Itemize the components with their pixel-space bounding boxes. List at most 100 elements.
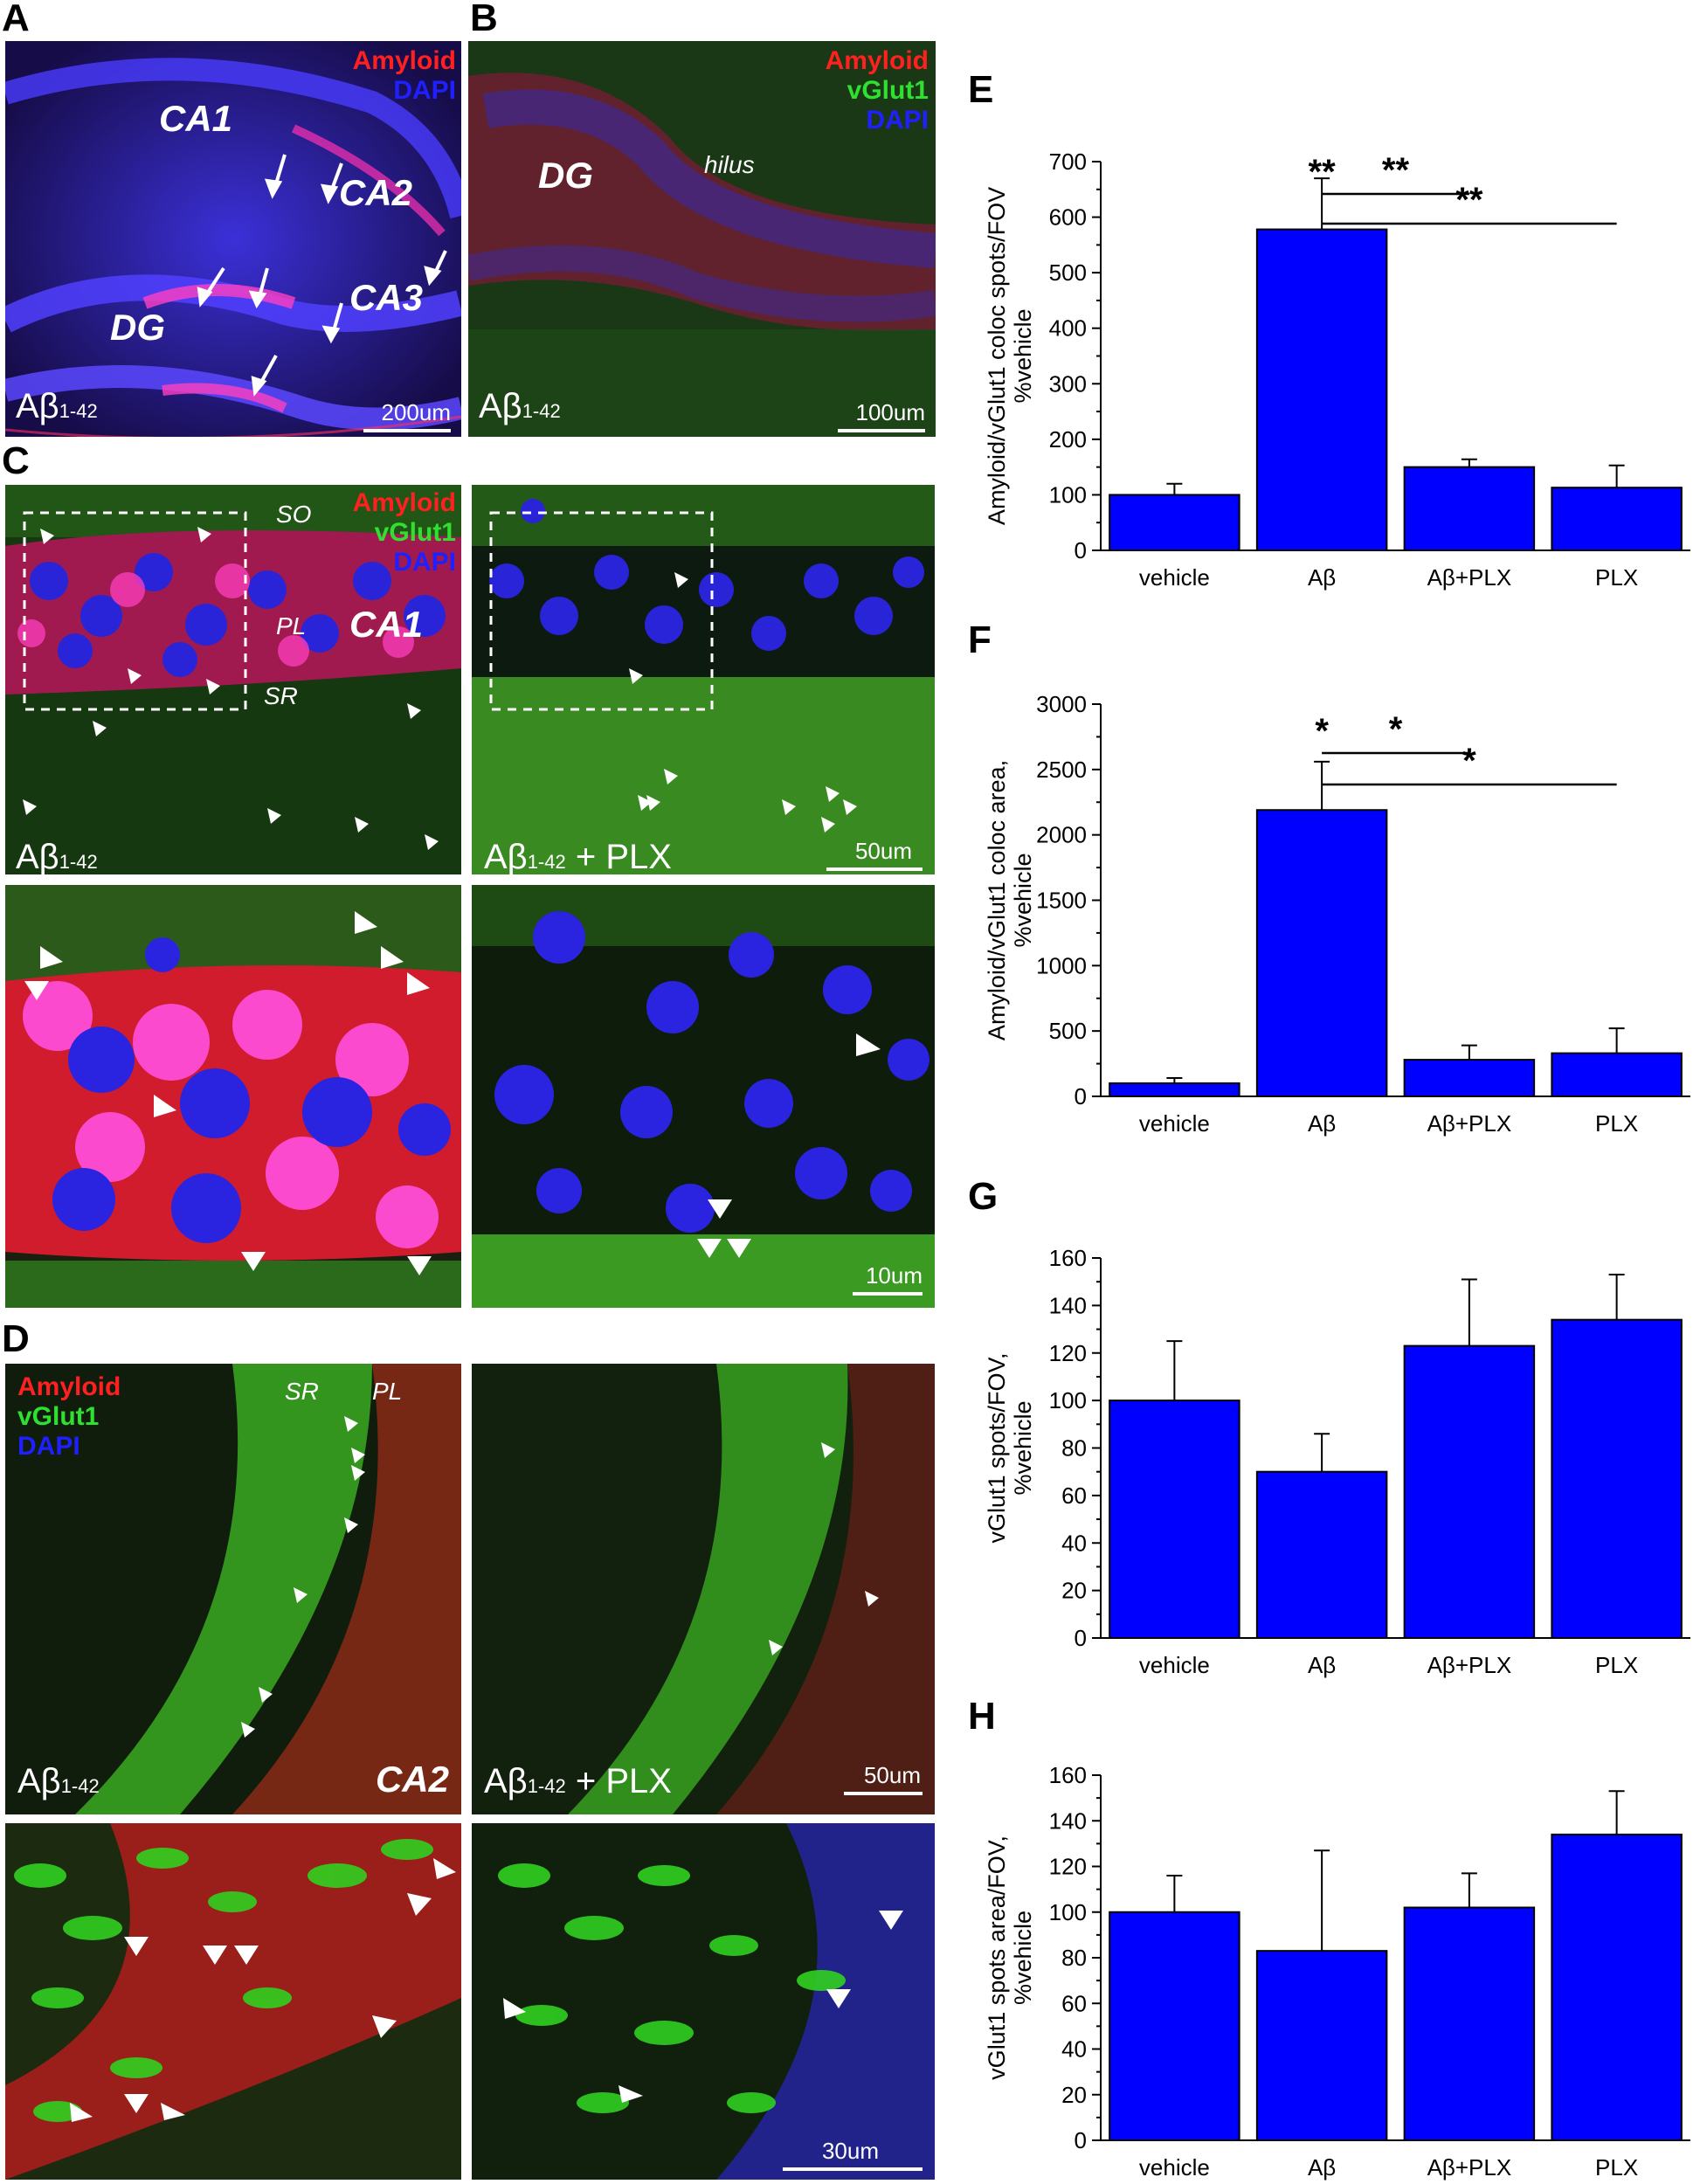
condition-name: Aβ [17, 1762, 61, 1800]
chart-h-svg: vehicle Aβ Aβ+PLX PLX 0 20 40 60 80 100 120 140 160 v… [984, 1762, 1690, 2181]
panel-letter-d: D [2, 1317, 30, 1360]
condition-label: Aβ1-42 + PLX [484, 1762, 672, 1801]
panel-c-top-left-micrograph: SO PL SR CA1 Amyloid vGlut1 DAPI Aβ1-42 [5, 485, 461, 874]
panel-letter-g: G [968, 1175, 999, 1218]
channel-label-dapi: DAPI [866, 106, 929, 135]
chart-f-svg: vehicle Aβ Aβ+PLX PLX 0 500 1000 1500 2000 2500 30… [984, 691, 1690, 1137]
panel-c-zoom-plx-image [472, 885, 935, 1308]
chart-g-svg: vehicle Aβ Aβ+PLX PLX 0 20 40 60 80 100 120 140 160 v… [984, 1245, 1690, 1678]
condition-label: Aβ1-42 [17, 1762, 100, 1801]
channel-label-amyloid: Amyloid [825, 46, 929, 75]
panel-c-bottom-right-micrograph: 10um [472, 885, 935, 1308]
y-tick-label: 700 [1049, 149, 1087, 175]
condition-label: Aβ1-42 [479, 387, 561, 426]
condition-subscript: 1-42 [522, 400, 561, 422]
category-label: PLX [1595, 1110, 1638, 1137]
y-axis-label-unit: %vehicle [1010, 1911, 1036, 2005]
y-tick-label: 400 [1049, 315, 1087, 342]
panel-d-ca2-plx-image [472, 1364, 935, 1814]
y-tick-label: 100 [1049, 1899, 1087, 1925]
y-tick-label: 160 [1049, 1245, 1087, 1271]
scale-bar [844, 1792, 923, 1795]
channel-label-dapi: DAPI [393, 76, 456, 105]
panel-c-ca1-image [5, 485, 461, 874]
channel-label-vglut1: vGlut1 [17, 1402, 100, 1431]
bar [1255, 1950, 1388, 2141]
y-tick-label: 500 [1049, 1018, 1087, 1044]
panel-letter-e: E [968, 68, 994, 111]
y-axis-label: Amyloid/vGlut1 coloc area, [984, 760, 1010, 1040]
scale-label: 50um [854, 838, 912, 864]
condition-subscript: 1-42 [527, 851, 566, 873]
category-label: Aβ+PLX [1427, 1652, 1512, 1678]
y-axis-label: vGlut1 spots/FOV, [984, 1352, 1010, 1543]
panel-a-hippocampus-image [5, 41, 461, 437]
y-tick-label: 0 [1075, 2127, 1087, 2153]
panel-d-zoom-plx-image [472, 1823, 935, 2180]
chart-f: vehicle Aβ Aβ+PLX PLX 0 500 1000 1500 2000 2500 30… [978, 690, 1695, 1153]
channel-label-amyloid: Amyloid [17, 1372, 121, 1401]
scale-bar [363, 429, 451, 432]
scale-bar [826, 867, 923, 871]
y-tick-label: 500 [1049, 259, 1087, 286]
label-sr: SR [264, 682, 298, 709]
y-tick-label: 160 [1049, 1762, 1087, 1788]
y-tick-label: 3000 [1036, 691, 1087, 717]
bar [1403, 1906, 1536, 2141]
y-tick-label: 20 [1061, 2082, 1087, 2108]
label-ca2: CA2 [375, 1759, 449, 1800]
panel-b-dentate-image [468, 41, 936, 437]
category-label: vehicle [1139, 564, 1210, 591]
y-tick-label: 40 [1061, 1530, 1087, 1556]
condition-subscript: 1-42 [59, 400, 98, 422]
channel-label-vglut1: vGlut1 [847, 76, 929, 105]
panel-d-bottom-left-micrograph [5, 1823, 461, 2180]
scale-label: 100um [855, 399, 926, 425]
chart-g: vehicle Aβ Aβ+PLX PLX 0 20 40 60 80 100 120 140 160 v… [978, 1241, 1695, 1686]
panel-c-zoom-image [5, 885, 461, 1308]
y-tick-label: 120 [1049, 1340, 1087, 1366]
label-so: SO [276, 501, 312, 528]
bar [1255, 809, 1388, 1097]
label-sr: SR [285, 1378, 319, 1405]
panel-c-ca1-plx-image [472, 485, 935, 874]
channel-label-amyloid: Amyloid [352, 46, 456, 75]
y-tick-label: 20 [1061, 1578, 1087, 1604]
category-label: vehicle [1139, 2154, 1210, 2181]
y-axis-label-unit: %vehicle [1010, 1400, 1036, 1495]
y-tick-label: 80 [1061, 1435, 1087, 1462]
panel-d-zoom-image [5, 1823, 461, 2180]
bar [1403, 1344, 1536, 1639]
category-label: Aβ [1308, 1110, 1336, 1137]
y-tick-label: 60 [1061, 1990, 1087, 2016]
label-ca1: CA1 [349, 604, 424, 645]
bar [1403, 1059, 1536, 1097]
channel-label-amyloid: Amyloid [352, 488, 456, 517]
y-axis-label-unit: %vehicle [1010, 308, 1036, 403]
panel-letter-f: F [968, 619, 992, 661]
significance-marker: ** [1309, 153, 1337, 191]
bar [1109, 1911, 1240, 2141]
significance-marker: * [1315, 712, 1329, 750]
channel-label-vglut1: vGlut1 [374, 518, 456, 547]
y-tick-label: 0 [1075, 537, 1087, 563]
significance-marker: * [1389, 710, 1403, 749]
condition-label: Aβ1-42 + PLX [484, 838, 672, 874]
bar [1403, 466, 1536, 551]
y-tick-label: 300 [1049, 370, 1087, 397]
label-dg: DG [110, 307, 165, 348]
category-label: PLX [1595, 2154, 1638, 2181]
bar [1551, 487, 1683, 551]
y-axis-label-unit: %vehicle [1010, 853, 1036, 947]
bar [1551, 1318, 1683, 1639]
y-tick-label: 100 [1049, 1387, 1087, 1413]
scale-bar [838, 429, 925, 432]
significance-marker: ** [1455, 181, 1483, 219]
condition-subscript: 1-42 [59, 851, 98, 873]
panel-d-bottom-right-micrograph: 30um [472, 1823, 935, 2180]
condition-label: Aβ1-42 [16, 387, 98, 426]
condition-name: Aβ [16, 838, 59, 874]
bar [1255, 1470, 1388, 1639]
category-label: Aβ [1308, 2154, 1336, 2181]
y-tick-label: 600 [1049, 204, 1087, 231]
